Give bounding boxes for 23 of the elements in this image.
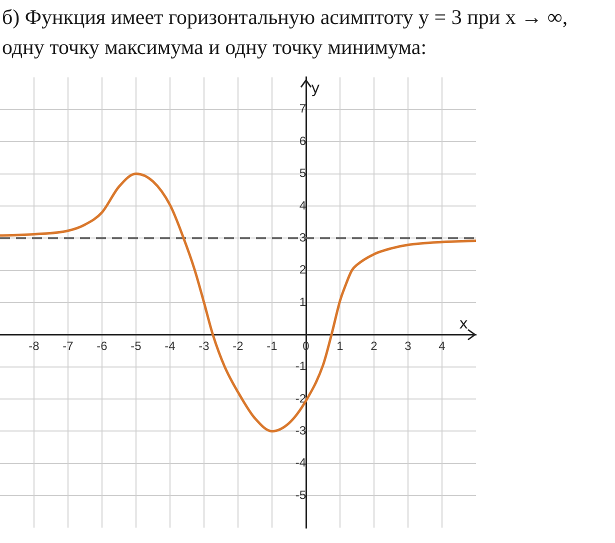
y-tick-label: -3 [295, 424, 306, 438]
x-tick-label: 2 [370, 339, 378, 353]
y-tick-label: -5 [295, 488, 306, 502]
y-tick-label: 7 [299, 102, 306, 116]
x-tick-label: -8 [28, 339, 40, 353]
x-tick-label: -2 [232, 339, 244, 353]
x-tick-label: -3 [198, 339, 210, 353]
x-tick-label: -7 [62, 339, 74, 353]
x-tick-label: -4 [164, 339, 176, 353]
x-tick-label: 4 [438, 339, 446, 353]
y-tick-label: 6 [299, 134, 306, 148]
chart-title: б) Функция имеет горизонтальную асимптоту y = 3 при x → ∞, одну точку максимума и одну точку минимума: [2, 4, 569, 61]
y-axis-title: y [311, 79, 320, 98]
y-tick-label: 2 [299, 262, 306, 277]
x-tick-label: -5 [130, 339, 142, 353]
x-tick-label: -1 [266, 339, 278, 353]
y-tick-label: 5 [299, 166, 306, 180]
y-tick-label: 1 [299, 294, 306, 309]
y-tick-label: -1 [295, 359, 306, 374]
x-tick-label: -6 [96, 339, 108, 353]
x-axis-title: x [459, 314, 468, 333]
x-tick-label: 3 [404, 339, 412, 353]
x-tick-label: 1 [336, 339, 344, 353]
